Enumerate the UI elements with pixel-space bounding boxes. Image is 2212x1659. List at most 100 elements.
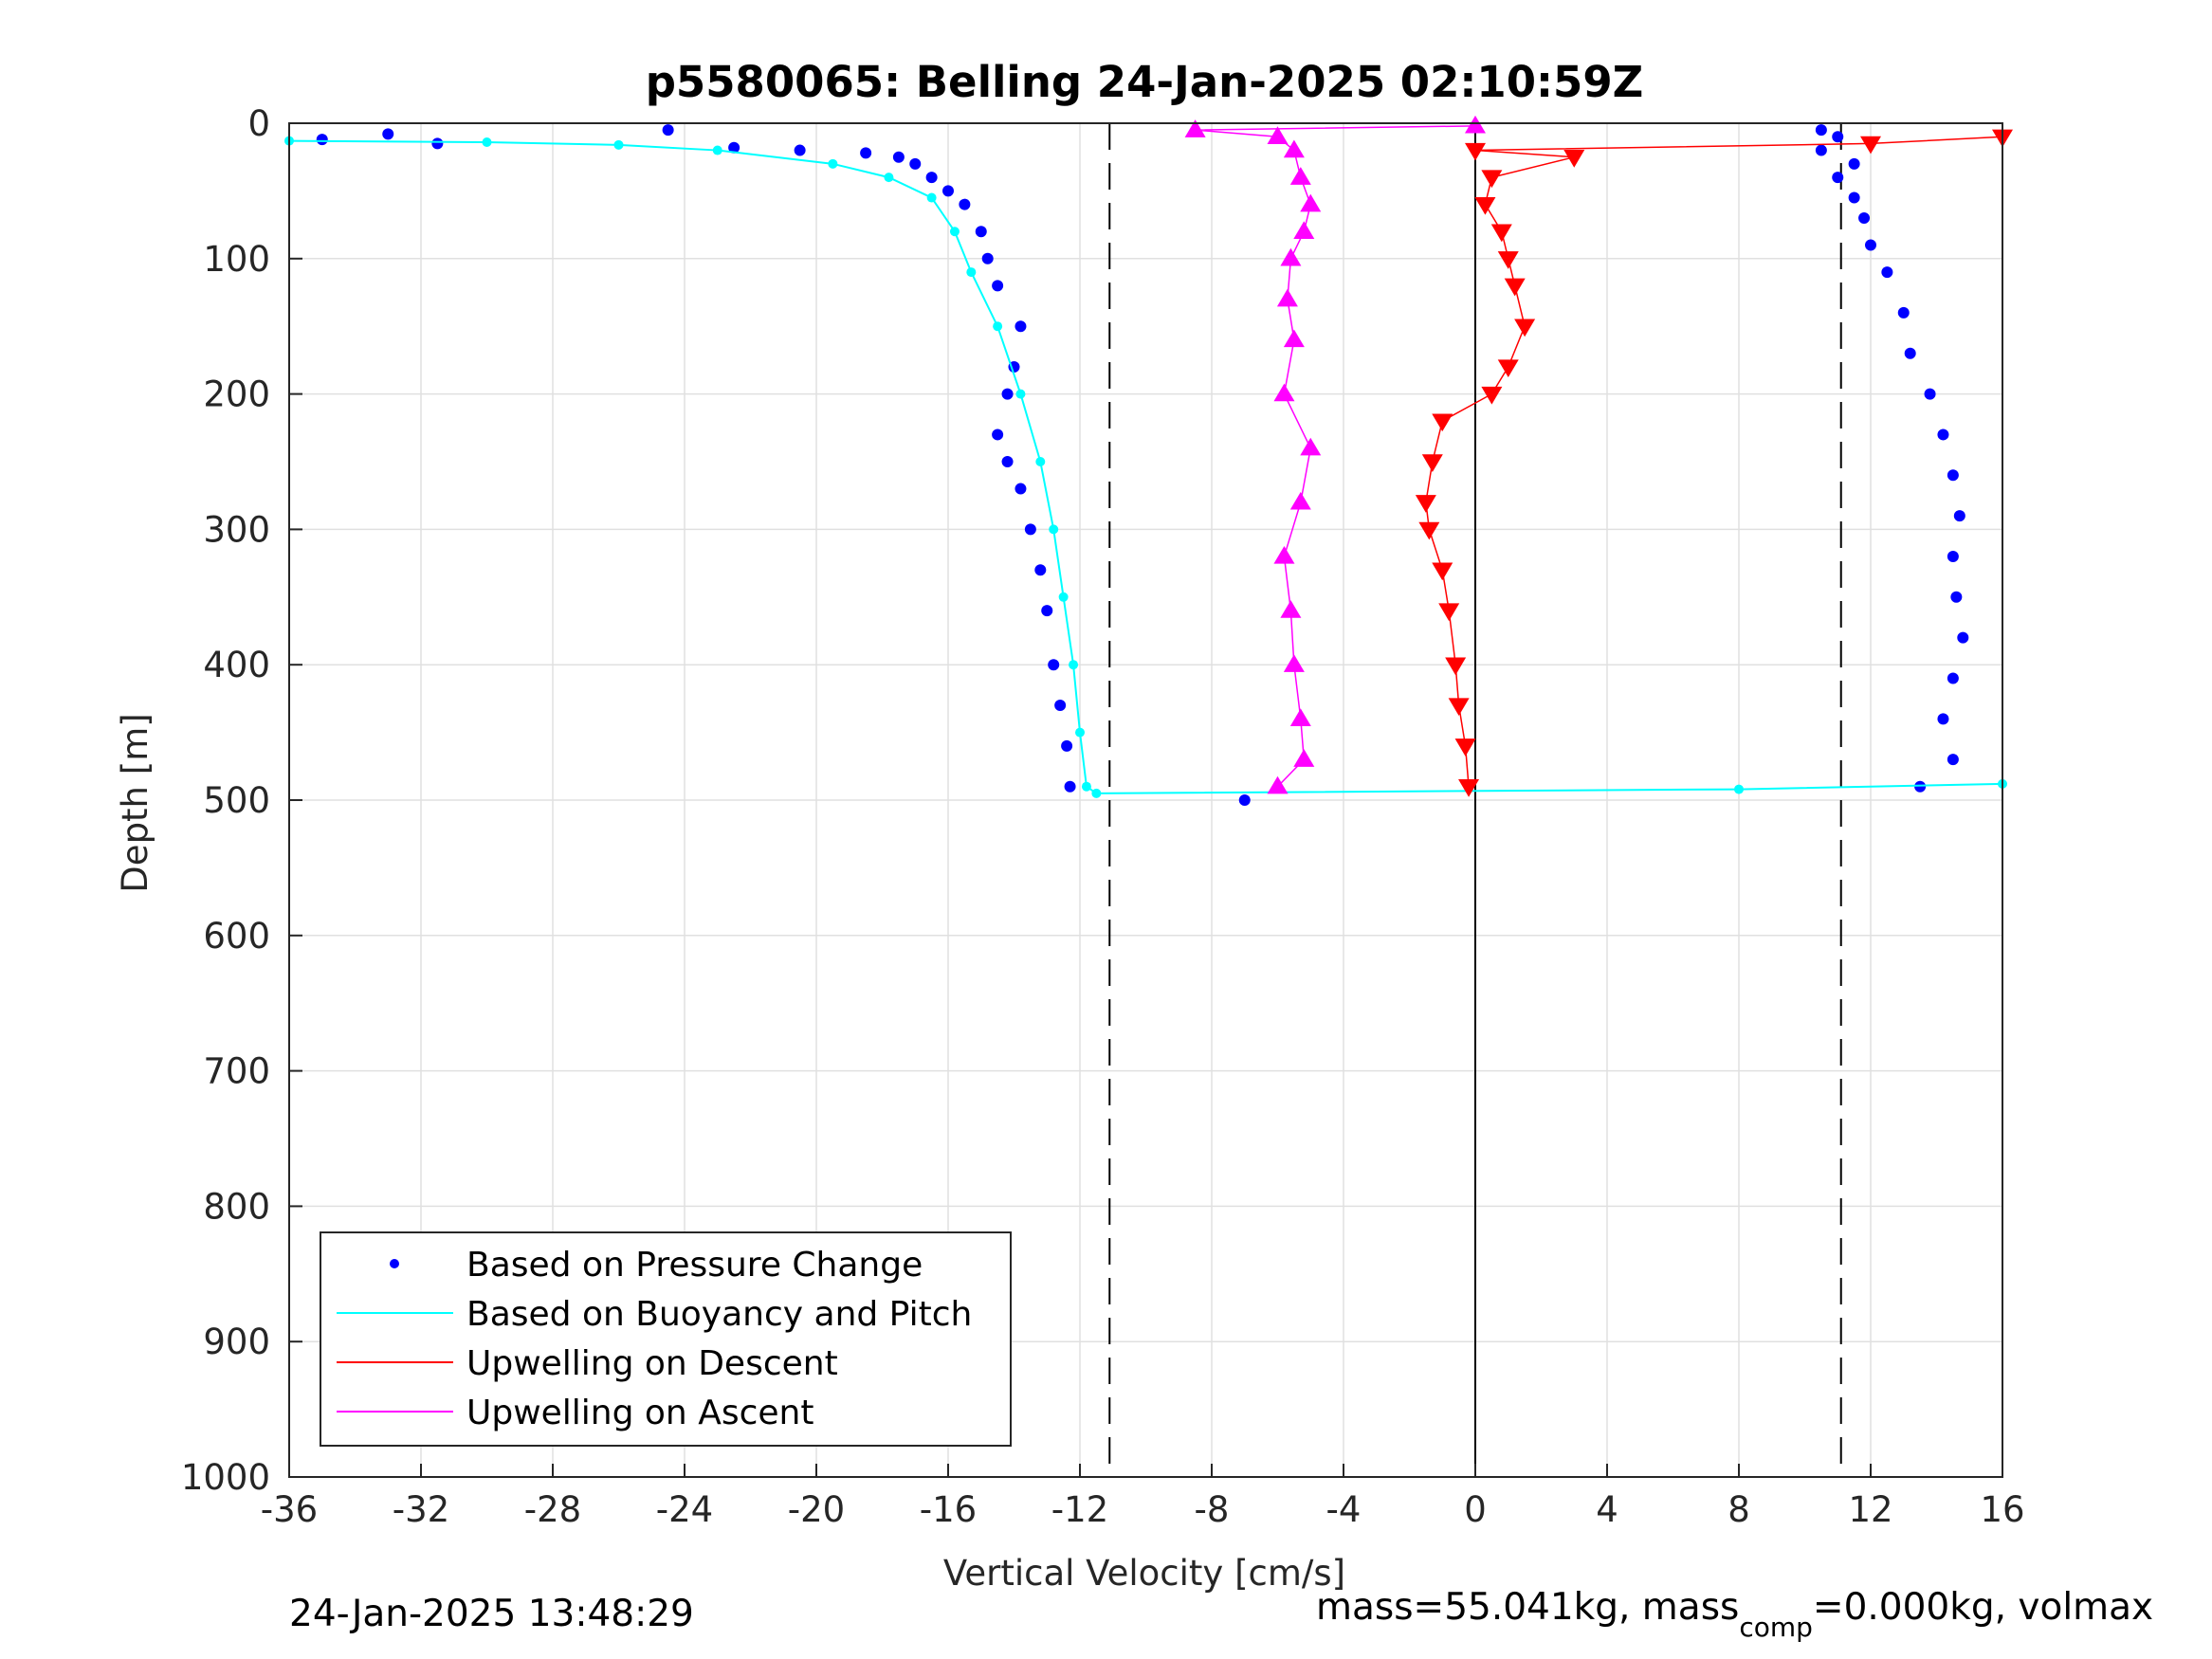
series-point xyxy=(1432,562,1453,581)
series-point xyxy=(926,192,937,203)
series-point xyxy=(1418,521,1440,540)
y-tick-label: 100 xyxy=(203,239,270,280)
y-tick-label: 900 xyxy=(203,1322,270,1362)
series-point xyxy=(1276,288,1298,307)
series-point xyxy=(1474,196,1496,215)
series-point xyxy=(1289,491,1311,510)
series-point xyxy=(1184,119,1206,137)
series-3 xyxy=(1184,115,1486,794)
reference-lines xyxy=(1108,123,1842,1477)
series-point xyxy=(1432,413,1453,432)
y-tick-label: 700 xyxy=(203,1051,270,1092)
series-point xyxy=(1238,794,1251,806)
y-tick-label: 0 xyxy=(247,103,270,144)
series-point xyxy=(1504,278,1526,297)
footer-mass-sub: comp xyxy=(1739,1612,1813,1643)
series-point xyxy=(828,158,838,169)
series-point xyxy=(1064,780,1076,793)
series-point xyxy=(993,321,1003,332)
series-point xyxy=(992,280,1004,292)
series-layer xyxy=(284,115,2013,806)
series-point xyxy=(1937,428,1949,441)
series-point xyxy=(975,226,987,238)
series-point xyxy=(1091,788,1102,798)
series-point xyxy=(1034,564,1047,576)
series-point xyxy=(1293,221,1315,239)
x-axis-label: Vertical Velocity [cm/s] xyxy=(943,1553,1345,1594)
legend-label-ascent: Upwelling on Ascent xyxy=(466,1394,814,1432)
series-point xyxy=(1280,600,1302,618)
footer-timestamp: 24-Jan-2025 13:48:29 xyxy=(289,1593,694,1635)
y-tick-label: 800 xyxy=(203,1186,270,1227)
y-tick-label: 500 xyxy=(203,780,270,821)
series-point xyxy=(1024,523,1036,536)
series-2 xyxy=(1415,129,2013,797)
series-point xyxy=(1947,672,1959,684)
series-point xyxy=(1035,457,1046,466)
legend-label-buoyancy: Based on Buoyancy and Pitch xyxy=(466,1295,972,1334)
series-point xyxy=(482,137,492,147)
series-point xyxy=(1897,306,1910,319)
series-point xyxy=(1950,591,1963,603)
series-point xyxy=(909,157,922,170)
series-point xyxy=(1947,754,1959,766)
x-tick-label: 8 xyxy=(1728,1489,1750,1530)
footer-mass-prefix: mass=55.041kg, mass xyxy=(1316,1586,1739,1629)
series-point xyxy=(925,172,938,184)
series-point xyxy=(1415,495,1436,513)
series-point xyxy=(1734,784,1744,794)
series-point xyxy=(1289,167,1311,185)
legend-box xyxy=(320,1231,1012,1447)
series-point xyxy=(1914,780,1927,793)
series-point xyxy=(1273,383,1295,402)
series-point xyxy=(1061,739,1073,752)
series-point xyxy=(1445,657,1467,676)
series-point xyxy=(1300,193,1322,212)
series-point xyxy=(316,134,328,146)
series-0 xyxy=(316,124,1969,806)
series-point xyxy=(1075,727,1085,738)
y-tick-label: 300 xyxy=(203,509,270,550)
series-point xyxy=(662,124,674,137)
y-tick-label: 400 xyxy=(203,645,270,685)
series-point xyxy=(1924,388,1936,400)
series-point xyxy=(613,139,624,150)
series-point xyxy=(884,173,894,183)
series-point xyxy=(1947,469,1959,482)
series-point xyxy=(431,137,444,150)
series-point xyxy=(1267,126,1289,144)
x-tick-label: -36 xyxy=(261,1489,318,1530)
series-point xyxy=(1081,781,1091,792)
x-tick-label: -32 xyxy=(393,1489,449,1530)
series-point xyxy=(1448,698,1470,717)
series-1 xyxy=(284,136,2007,798)
series-point xyxy=(1937,713,1949,725)
legend-label-descent: Upwelling on Descent xyxy=(466,1344,838,1383)
x-tick-label: -28 xyxy=(524,1489,581,1530)
x-tick-label: -24 xyxy=(656,1489,713,1530)
series-point xyxy=(1015,389,1026,399)
x-tick-label: 16 xyxy=(1980,1489,2024,1530)
footer-mass-suffix: =0.000kg, volmax xyxy=(1813,1586,2153,1629)
series-point xyxy=(794,144,806,156)
series-point xyxy=(860,147,872,159)
series-point xyxy=(981,252,994,264)
series-point xyxy=(1848,157,1860,170)
series-point xyxy=(728,141,740,154)
series-point xyxy=(1283,139,1305,158)
series-point xyxy=(1280,247,1302,266)
footer-mass-info: mass=55.041kg, masscomp=0.000kg, volmax xyxy=(1316,1586,2153,1643)
series-point xyxy=(1438,603,1460,622)
x-tick-label: -12 xyxy=(1051,1489,1108,1530)
ticks: -36 -32 -28 -24 -20 -16 -12 -8 -4 0 4 8 12 16 0 100 200 3… xyxy=(181,103,2025,1530)
series-point xyxy=(1904,347,1916,359)
x-tick-label: -4 xyxy=(1326,1489,1362,1530)
x-tick-label: -8 xyxy=(1195,1489,1230,1530)
series-point xyxy=(1001,388,1014,400)
series-point xyxy=(1458,779,1480,797)
series-point xyxy=(942,185,954,197)
y-tick-label: 200 xyxy=(203,374,270,415)
series-point xyxy=(1860,136,1881,155)
series-point xyxy=(1054,700,1067,712)
